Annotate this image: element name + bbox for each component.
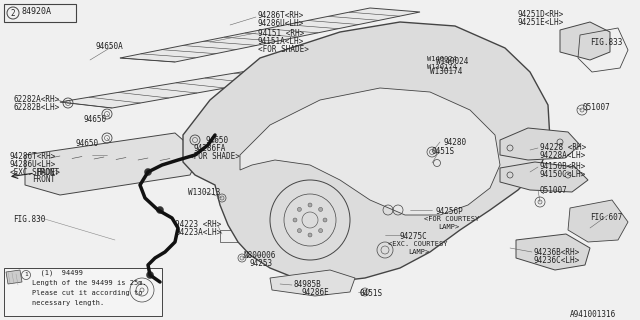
Text: N800006: N800006 (243, 251, 275, 260)
Polygon shape (270, 270, 355, 296)
Circle shape (298, 207, 301, 212)
Text: 94650: 94650 (83, 115, 106, 124)
Text: 84920A: 84920A (22, 7, 52, 16)
Text: 94650: 94650 (205, 136, 228, 145)
Circle shape (319, 207, 323, 212)
Text: 94286T<RH>: 94286T<RH> (10, 152, 56, 161)
Text: Length of the 94499 is 25m.: Length of the 94499 is 25m. (32, 280, 147, 286)
Text: 0451S: 0451S (432, 147, 455, 156)
Text: 94253: 94253 (250, 259, 273, 268)
Polygon shape (120, 8, 420, 62)
Bar (220, 230, 240, 242)
Text: FIG.607: FIG.607 (590, 213, 622, 222)
Text: 94286E: 94286E (301, 288, 329, 297)
Text: 62282B<LH>: 62282B<LH> (14, 103, 60, 112)
Polygon shape (516, 234, 590, 270)
Polygon shape (500, 128, 580, 160)
Circle shape (147, 271, 154, 278)
Text: 0451S: 0451S (360, 289, 383, 298)
Text: 94228 <RH>: 94228 <RH> (540, 143, 586, 152)
Text: 94150B<RH>: 94150B<RH> (540, 162, 586, 171)
Circle shape (308, 233, 312, 237)
Text: W130174: W130174 (427, 64, 457, 70)
Text: <FOR SHADE>: <FOR SHADE> (189, 152, 240, 161)
Text: 94275C: 94275C (400, 232, 428, 241)
Text: LAMP>: LAMP> (408, 249, 429, 255)
Polygon shape (60, 54, 395, 108)
Text: FIG.833: FIG.833 (590, 38, 622, 47)
Circle shape (319, 228, 323, 233)
Polygon shape (560, 22, 610, 60)
Circle shape (308, 203, 312, 207)
Text: 94286U<LH>: 94286U<LH> (10, 160, 56, 169)
Text: (1)  94499: (1) 94499 (32, 270, 83, 276)
Text: 1: 1 (24, 273, 28, 277)
Polygon shape (25, 133, 200, 195)
Circle shape (298, 228, 301, 233)
Text: necessary length.: necessary length. (32, 300, 104, 306)
Text: <FOR COURTESY: <FOR COURTESY (424, 216, 479, 222)
Text: <EXC.SHADE>: <EXC.SHADE> (10, 168, 61, 177)
Text: 84985B: 84985B (294, 280, 322, 289)
Text: 94236C<LH>: 94236C<LH> (534, 256, 580, 265)
Text: 94650: 94650 (76, 139, 99, 148)
Text: FIG.830: FIG.830 (13, 215, 45, 224)
Text: 94228A<LH>: 94228A<LH> (540, 151, 586, 160)
Text: 94286U<LH>: 94286U<LH> (258, 19, 304, 28)
Text: 94251D<RH>: 94251D<RH> (517, 10, 563, 19)
Text: W140024: W140024 (436, 57, 468, 66)
Text: W130174: W130174 (430, 67, 462, 76)
Text: <EXC. COURTESY: <EXC. COURTESY (388, 241, 447, 247)
Circle shape (323, 218, 327, 222)
Text: W130213: W130213 (188, 188, 220, 197)
Bar (4, 4, 76, 22)
Text: 2: 2 (11, 9, 15, 18)
Text: 94256P: 94256P (435, 207, 463, 216)
Bar (426, 54, 468, 76)
Text: 94286T<RH>: 94286T<RH> (258, 11, 304, 20)
Ellipse shape (360, 137, 440, 193)
Text: 94151A<LH>: 94151A<LH> (258, 37, 304, 46)
Text: 94223A<LH>: 94223A<LH> (175, 228, 221, 237)
Text: FRONT: FRONT (36, 168, 59, 177)
Circle shape (145, 169, 152, 175)
Text: 94280: 94280 (443, 138, 466, 147)
Polygon shape (500, 162, 588, 192)
Text: 94286FA: 94286FA (193, 144, 225, 153)
Text: <FOR SHADE>: <FOR SHADE> (258, 45, 309, 54)
Text: Please cut it according to: Please cut it according to (32, 290, 143, 296)
Text: LAMP>: LAMP> (438, 224, 460, 230)
Polygon shape (183, 22, 550, 282)
Bar (382, 205, 404, 217)
Text: 94151 <RH>: 94151 <RH> (258, 29, 304, 38)
Polygon shape (240, 88, 500, 215)
Polygon shape (6, 270, 22, 284)
Text: A941001316: A941001316 (570, 310, 616, 319)
Polygon shape (568, 200, 628, 242)
Text: 94251E<LH>: 94251E<LH> (517, 18, 563, 27)
Circle shape (157, 206, 163, 213)
Text: 62282A<RH>: 62282A<RH> (14, 95, 60, 104)
Text: 94223 <RH>: 94223 <RH> (175, 220, 221, 229)
Text: 94150C<LH>: 94150C<LH> (540, 170, 586, 179)
Text: 94650A: 94650A (95, 42, 123, 51)
Text: Q51007: Q51007 (540, 186, 568, 195)
Circle shape (293, 218, 297, 222)
Bar (4, 268, 162, 316)
Text: 94236B<RH>: 94236B<RH> (534, 248, 580, 257)
Text: W140024: W140024 (427, 56, 457, 62)
Text: FRONT: FRONT (32, 175, 55, 184)
Text: Q51007: Q51007 (583, 103, 611, 112)
